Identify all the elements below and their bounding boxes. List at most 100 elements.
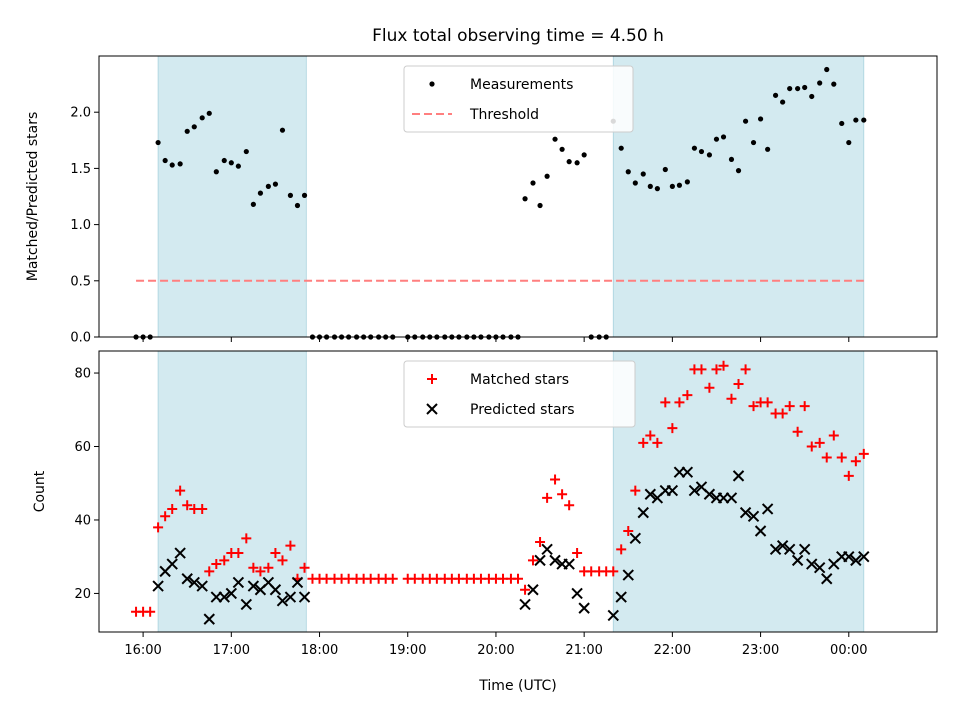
data-point (765, 146, 771, 152)
data-point (843, 550, 855, 563)
data-point (791, 554, 804, 567)
data-point (169, 162, 175, 168)
data-point (795, 85, 801, 92)
data-point (632, 180, 638, 186)
legend-marker (426, 403, 438, 415)
data-point (728, 156, 735, 163)
y-tick-label: 0.5 (70, 274, 91, 289)
data-point (629, 532, 642, 545)
data-point (607, 609, 619, 622)
data-point (667, 423, 678, 434)
data-point (184, 128, 190, 134)
data-point (559, 146, 565, 152)
data-point (684, 179, 690, 185)
data-point (783, 543, 796, 556)
data-point (162, 157, 168, 164)
data-point (196, 580, 208, 592)
data-point (188, 576, 200, 589)
data-point (806, 558, 818, 570)
data-point (177, 161, 183, 167)
data-point (846, 139, 852, 146)
shaded-interval (612, 55, 865, 338)
data-point (735, 168, 742, 174)
data-point (762, 397, 773, 408)
x-tick-label: 22:00 (654, 643, 691, 658)
top-panel-ratio: 0.0 0.5 1.0 1.5 2.0 Matched/Predicted stars Me… (25, 55, 938, 346)
y-tick-label: 60 (74, 440, 91, 455)
data-point (298, 591, 311, 603)
bottom-panel-counts: 16:00 17:00 18:00 19:00 20:00 21:00 22:00 23:00… (32, 350, 938, 658)
data-point (780, 99, 786, 105)
data-point (799, 401, 810, 412)
legend-marker (427, 374, 437, 384)
series-matched-stars (131, 360, 869, 617)
data-point (638, 437, 649, 448)
data-point (145, 606, 156, 617)
data-point (682, 390, 693, 401)
data-point (704, 382, 715, 393)
data-point (769, 543, 782, 556)
data-point (660, 397, 671, 408)
data-point (387, 573, 398, 584)
data-point (182, 500, 193, 511)
data-point (279, 127, 286, 133)
data-point (645, 430, 656, 441)
data-point (711, 364, 722, 375)
data-point (265, 183, 271, 189)
data-point (615, 591, 627, 603)
data-point (527, 555, 538, 566)
data-point (294, 202, 301, 209)
data-point (270, 548, 281, 559)
data-point (742, 118, 749, 124)
data-point (235, 163, 241, 169)
data-point (191, 124, 197, 130)
x-tick-label: 18:00 (301, 643, 338, 658)
data-point (747, 510, 760, 523)
data-point (269, 584, 282, 596)
data-point (674, 397, 685, 408)
data-point (578, 602, 590, 614)
axes-frame (98, 350, 938, 633)
data-point (858, 550, 870, 563)
data-point (726, 393, 737, 404)
x-tick-label: 17:00 (213, 643, 250, 658)
data-point (828, 430, 839, 441)
data-point (787, 85, 793, 92)
data-point (637, 506, 649, 519)
data-point (748, 401, 759, 412)
data-point (534, 554, 546, 567)
data-point (219, 555, 230, 566)
data-point (725, 492, 738, 504)
data-point (241, 533, 252, 544)
data-point (285, 540, 296, 551)
data-point (250, 201, 256, 207)
data-point (761, 503, 774, 515)
data-point (740, 364, 751, 375)
data-point (301, 192, 308, 198)
data-point (802, 84, 808, 91)
data-point (272, 181, 279, 187)
data-point (255, 566, 266, 577)
data-point (248, 562, 259, 573)
data-point (175, 485, 186, 496)
data-point (530, 180, 536, 186)
data-point (622, 569, 634, 581)
data-point (218, 591, 230, 603)
y-tick-label: 40 (74, 513, 91, 528)
data-point (522, 196, 528, 202)
data-point (527, 584, 539, 596)
data-point (853, 117, 859, 123)
data-point (757, 116, 764, 122)
data-point (549, 554, 561, 567)
data-point (647, 183, 653, 189)
data-point (824, 66, 830, 73)
data-point (166, 558, 178, 570)
data-point (666, 484, 679, 497)
data-point (698, 148, 705, 155)
y-tick-label: 1.0 (70, 218, 91, 233)
data-point (798, 543, 811, 556)
data-point (669, 183, 675, 189)
legend-box (403, 65, 634, 133)
data-point (732, 470, 745, 482)
data-point (814, 437, 825, 448)
